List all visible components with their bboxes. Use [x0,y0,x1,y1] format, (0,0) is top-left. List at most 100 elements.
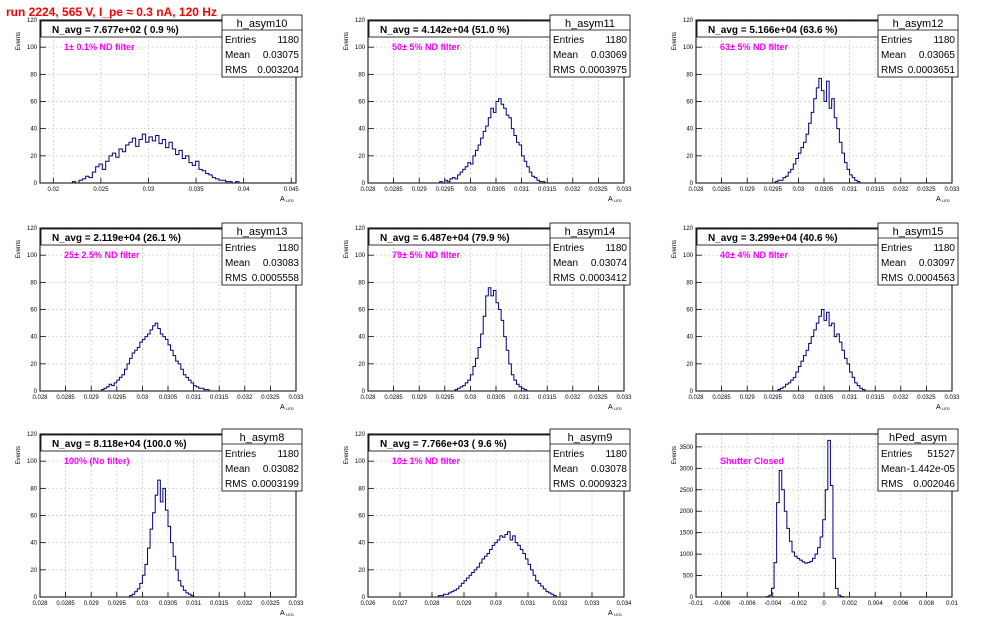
plot-frame [367,227,625,392]
y-tick-label: 20 [30,568,37,574]
histogram-name: h_asym15 [893,226,944,238]
x-tick-label: 0.032 [237,395,253,401]
y-tick-label: 60 [30,308,37,314]
x-tick-label: 0.031 [842,187,858,193]
y-tick-label: 80 [30,486,37,492]
filter-annotation: 63± 5% ND filter [720,42,788,52]
stats-value: 51527 [927,449,955,460]
stats-label: RMS [881,65,904,76]
x-tick-label: 0.004 [868,601,884,607]
x-tick-label: 0.031 [514,395,530,401]
x-tick-label: 0.029 [412,187,428,193]
x-tick-label: 0.0305 [815,395,834,401]
stats-label: Mean [881,464,906,475]
y-tick-label: 20 [686,362,693,368]
y-tick-label: 80 [686,280,693,286]
stats-value: 0.03078 [591,464,628,475]
y-axis-label: Events [16,32,22,50]
x-tick-label: 0.032 [552,601,568,607]
x-tick-label: 0.033 [616,187,632,193]
y-tick-label: 1500 [680,531,694,537]
x-tick-label: 0.0295 [436,187,455,193]
y-tick-label: 80 [358,486,365,492]
histogram-name: h_asym13 [237,226,288,238]
x-tick-label: 0.029 [412,395,428,401]
plot-frame [367,19,625,184]
plot-frame [695,227,953,392]
y-axis-label: Events [672,32,678,50]
filter-annotation: 1± 0.1% ND filter [64,42,135,52]
stats-value: 0.0004563 [908,273,956,284]
x-tick-label: 0.02 [47,187,59,193]
y-tick-label: 120 [355,432,366,438]
x-tick-label: 0.0315 [538,395,557,401]
y-tick-label: 80 [30,72,37,78]
stats-label: Entries [881,449,912,460]
y-tick-label: 20 [358,154,365,160]
y-tick-label: 60 [358,308,365,314]
stats-value: 0.003204 [257,65,299,76]
histogram-pad-h-asym15: 0.028 0.0285 0.029 0.0295 0.03 0.0305 0.031 0.0… [672,222,960,411]
n-avg-label: N_avg = 7.766e+03 ( 9.6 %) [380,439,507,450]
n-avg-label: N_avg = 7.677e+02 ( 0.9 %) [52,25,179,36]
stats-label: Mean [225,50,250,61]
stats-value: 0.0003199 [252,479,300,490]
y-tick-label: 60 [686,308,693,314]
stats-value: 0.03083 [263,258,300,269]
histogram-name: h_asym9 [568,432,613,444]
x-tick-label: -0.002 [790,601,808,607]
x-tick-label: 0.0315 [866,395,885,401]
x-tick-label: 0.032 [565,395,581,401]
stats-label: Entries [225,35,256,46]
histogram-name: h_asym10 [237,18,288,30]
stats-label: Entries [225,449,256,460]
stats-value: 0.0005558 [252,273,300,284]
stats-label: RMS [553,479,576,490]
x-tick-label: 0.0325 [917,187,936,193]
y-tick-label: 20 [30,362,37,368]
x-tick-label: 0.0285 [384,187,403,193]
x-tick-label: 0.033 [616,395,632,401]
plot-frame [695,19,953,184]
histogram-name: h_asym11 [565,18,615,30]
stats-box [549,222,631,286]
x-tick-label: 0.028 [32,395,48,401]
stats-label: Mean [553,50,578,61]
x-tick-label: 0.03 [143,187,155,193]
x-tick-label: 0.033 [944,187,960,193]
y-tick-label: 0 [362,389,366,395]
stats-value: 0.0003412 [580,273,628,284]
x-tick-label: 0.034 [616,601,632,607]
histogram-pad-h-asym12: 0.028 0.0285 0.029 0.0295 0.03 0.0305 0.031 0.0… [672,14,960,203]
x-axis-subscript: LED [286,612,294,617]
y-tick-label: 100 [683,253,694,259]
x-tick-label: 0.031 [520,601,536,607]
y-tick-label: 20 [358,568,365,574]
x-tick-label: 0.03 [793,187,805,193]
x-axis-subscript: LED [614,198,622,203]
x-tick-label: 0.0325 [589,187,608,193]
filter-annotation: Shutter Closed [720,456,784,466]
x-tick-label: 0.0325 [261,395,280,401]
x-tick-label: 0.033 [288,601,304,607]
x-tick-label: -0.008 [713,601,731,607]
y-axis-label: Events [344,32,350,50]
stats-value: 1180 [277,449,299,460]
histogram-line [765,439,844,598]
stats-box [877,428,959,492]
y-tick-label: 100 [27,459,38,465]
y-tick-label: 100 [355,45,366,51]
y-tick-label: 0 [690,389,694,395]
histogram-name: h_asym8 [240,432,285,444]
histogram-line [100,322,210,391]
x-tick-label: 0.0315 [866,187,885,193]
stats-value: 1180 [605,449,627,460]
y-tick-label: 0 [690,595,694,601]
stats-value: 1180 [605,243,627,254]
plot-frame [367,433,625,598]
stats-label: RMS [225,65,248,76]
x-tick-label: 0.03 [793,395,805,401]
x-tick-label: 0.002 [842,601,858,607]
x-axis-label: A [280,196,285,203]
histogram-pad-h-asym9: 0.026 0.027 0.028 0.029 0.03 0.031 0.032 0.033 0… [344,428,632,617]
